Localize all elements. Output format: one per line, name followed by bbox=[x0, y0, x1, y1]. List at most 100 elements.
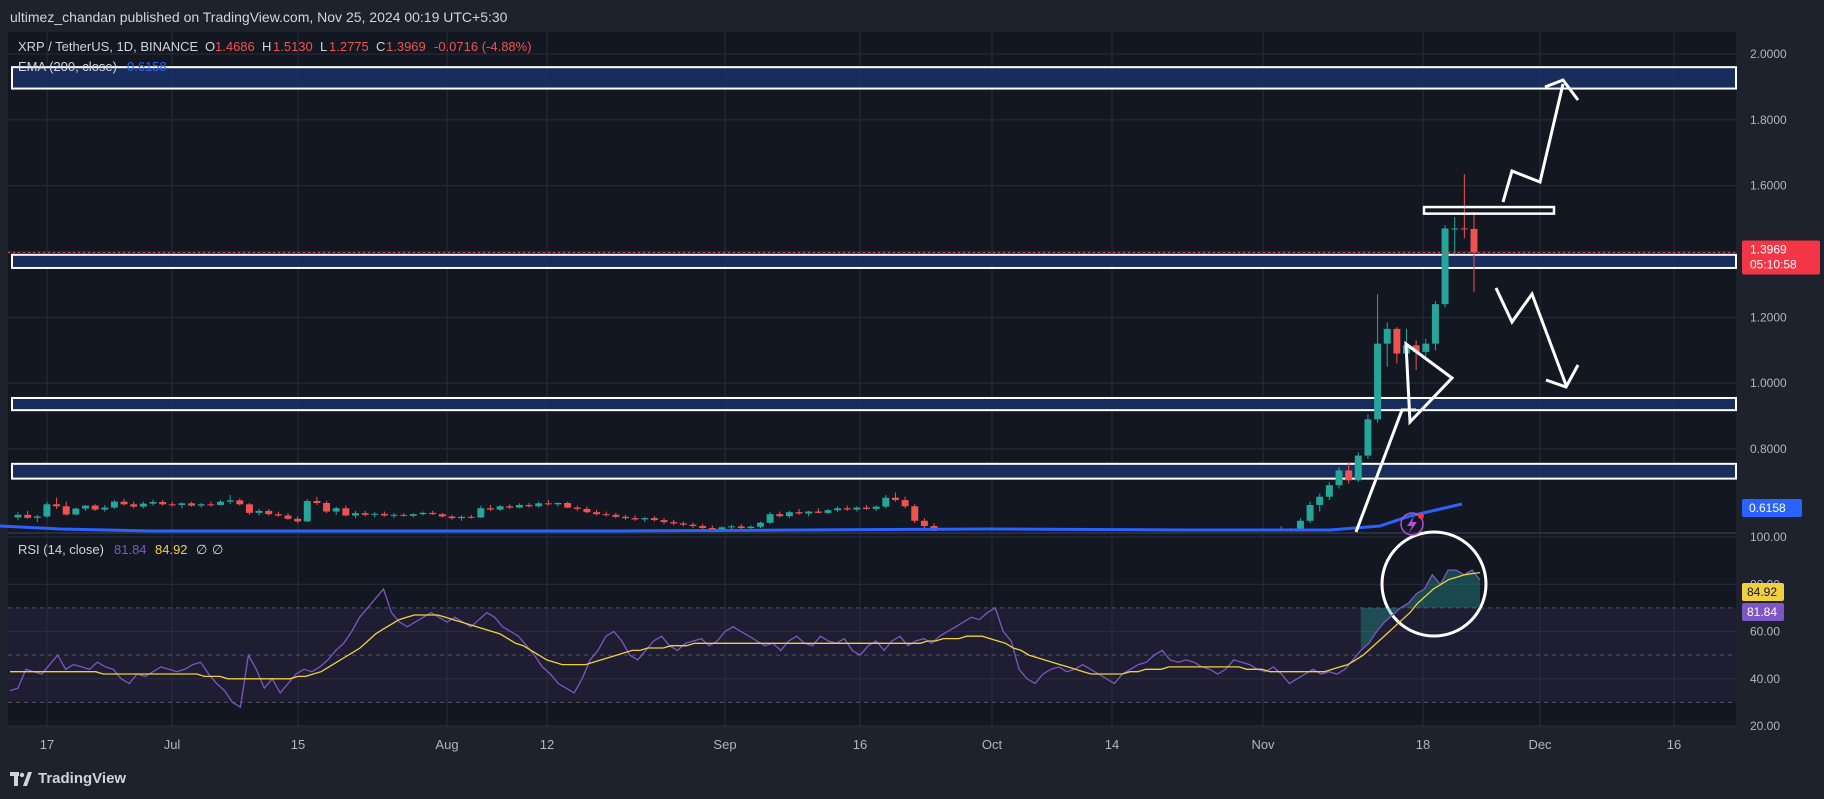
candle-body bbox=[101, 507, 109, 510]
time-tick-label: 16 bbox=[1667, 737, 1681, 752]
price-tick-label: 0.8000 bbox=[1750, 442, 1787, 456]
candle-body bbox=[573, 507, 581, 509]
sr-zone-rect bbox=[11, 66, 1737, 90]
alert-icon-ring bbox=[1400, 512, 1424, 536]
main-pane-background bbox=[8, 32, 1736, 532]
candle-body bbox=[438, 514, 446, 517]
candle-body bbox=[313, 501, 321, 503]
candle-body bbox=[834, 508, 842, 511]
candle-body bbox=[390, 514, 398, 516]
candle-body bbox=[33, 516, 41, 518]
candle-body bbox=[255, 510, 263, 513]
time-tick-label: Nov bbox=[1251, 737, 1275, 752]
rsi-line bbox=[9, 569, 1481, 709]
price-scale-background bbox=[1736, 32, 1824, 767]
alert-icon[interactable] bbox=[1400, 512, 1424, 536]
time-tick-label: 14 bbox=[1105, 737, 1119, 752]
rsi-series bbox=[9, 569, 1481, 709]
rsi-legend[interactable]: RSI (14, close) 81.84 84.92 ∅ ∅ bbox=[18, 542, 223, 557]
candle-body bbox=[805, 511, 813, 514]
candle-body bbox=[689, 524, 697, 527]
candle-body bbox=[737, 526, 745, 528]
ema-badge-value: 0.6158 bbox=[1749, 501, 1786, 515]
candle-body bbox=[660, 520, 668, 523]
candle-body bbox=[467, 516, 475, 518]
candle-body bbox=[882, 497, 890, 507]
annotation-box bbox=[1422, 205, 1556, 215]
rsi-tick-label: 100.00 bbox=[1750, 530, 1787, 544]
symbol-legend[interactable]: XRP / TetherUS, 1D, BINANCE O 1.4686 H 1… bbox=[18, 39, 532, 74]
candle-body bbox=[1383, 328, 1391, 344]
candle-body bbox=[43, 504, 51, 517]
user-drawings bbox=[1354, 78, 1580, 638]
candle-body bbox=[670, 522, 678, 524]
bearish-path-arrow bbox=[1494, 287, 1568, 386]
candle-body bbox=[120, 501, 128, 505]
arrow-down-head-icon bbox=[1545, 364, 1580, 389]
support-resistance-zones bbox=[11, 66, 1737, 480]
grid-lines bbox=[8, 32, 1736, 727]
candle-body bbox=[843, 508, 851, 510]
chart-canvas[interactable]: 2.00001.80001.60001.40001.20001.00000.80… bbox=[0, 32, 1824, 767]
price-tick-label: 1.0000 bbox=[1750, 376, 1787, 390]
trend-line bbox=[1354, 408, 1416, 533]
candle-body bbox=[284, 515, 292, 519]
ohlc-low-label: L bbox=[320, 39, 327, 54]
candle-body bbox=[1345, 470, 1353, 481]
candle-body bbox=[207, 504, 215, 506]
candle-body bbox=[1306, 504, 1314, 521]
rsi-ma-line bbox=[10, 571, 1481, 680]
rsi-ma-badge-value: 84.92 bbox=[1747, 585, 1777, 599]
candle-body bbox=[82, 505, 89, 509]
candle-body bbox=[1325, 485, 1333, 497]
rsi-badge-value: 81.84 bbox=[1747, 605, 1777, 619]
candle-body bbox=[303, 501, 311, 522]
candle-body bbox=[747, 526, 755, 528]
candle-body bbox=[602, 514, 610, 516]
rsi-legend-value: 81.84 bbox=[114, 542, 147, 557]
tradingview-logo[interactable]: TradingView bbox=[10, 770, 126, 787]
time-axis-labels: 17 Jul 15 Aug 12 Sep 16 Oct 14 Nov 18 Dec 16 bbox=[40, 737, 1681, 752]
sr-zone-rect bbox=[11, 253, 1737, 269]
time-tick-label: 12 bbox=[540, 737, 554, 752]
candle-body bbox=[72, 508, 80, 515]
price-badge-countdown: 05:10:58 bbox=[1750, 258, 1797, 272]
candle-body bbox=[429, 512, 437, 515]
candle-body bbox=[535, 503, 543, 507]
rsi-tick-label: 20.00 bbox=[1750, 719, 1780, 733]
candle-body bbox=[188, 503, 196, 506]
candle-body bbox=[1441, 228, 1449, 305]
alert-dot-icon bbox=[1418, 513, 1424, 519]
candle-body bbox=[728, 526, 736, 528]
time-tick-label: Dec bbox=[1528, 737, 1552, 752]
candle-body bbox=[1364, 419, 1372, 456]
ohlc-open-label: O bbox=[205, 39, 215, 54]
sr-zone-rect bbox=[11, 462, 1737, 480]
candle-body bbox=[515, 504, 523, 508]
candle-body bbox=[496, 506, 504, 510]
candle-body bbox=[53, 504, 61, 507]
ohlc-high-value: 1.5130 bbox=[273, 39, 313, 54]
candle-body bbox=[110, 501, 118, 508]
candle-body bbox=[323, 502, 331, 512]
price-tick-label: 1.2000 bbox=[1750, 310, 1787, 324]
candle-body bbox=[361, 513, 369, 515]
candle-body bbox=[785, 512, 793, 517]
candle-body bbox=[14, 514, 22, 518]
bullish-path-arrow bbox=[1501, 83, 1565, 203]
rsi-legend-extra-1: ∅ bbox=[196, 542, 207, 557]
price-badge-value: 1.3969 bbox=[1750, 243, 1787, 257]
candle-body bbox=[911, 506, 919, 521]
candle-body bbox=[795, 512, 803, 514]
candle-body bbox=[265, 510, 273, 515]
ema-200-line bbox=[0, 502, 1463, 533]
candle-body bbox=[1422, 343, 1430, 352]
candle-body bbox=[159, 501, 167, 505]
candle-body bbox=[853, 507, 861, 510]
rsi-badge-background bbox=[1742, 603, 1784, 621]
candle-body bbox=[458, 516, 466, 519]
rsi-pane-background bbox=[8, 534, 1736, 726]
candle-body bbox=[554, 502, 562, 505]
ema-legend-label: EMA (200, close) bbox=[18, 59, 117, 74]
publisher-info: ultimez_chandan published on TradingView… bbox=[10, 9, 508, 25]
